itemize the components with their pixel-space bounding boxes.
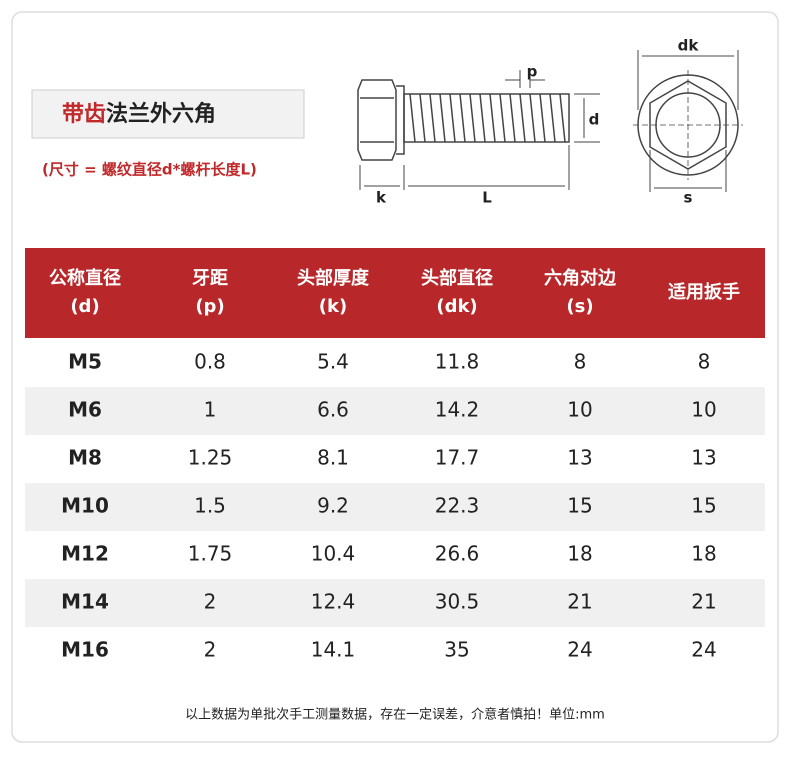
column-header: 六角对边 — [544, 267, 617, 289]
cell: 21 — [691, 590, 716, 614]
column-header: (p) — [195, 296, 224, 317]
row-label: M6 — [68, 398, 102, 422]
cell: 18 — [691, 542, 716, 566]
cell: 10 — [567, 398, 592, 422]
column-header: (d) — [70, 296, 99, 317]
subtitle: (尺寸 = 螺纹直径d*螺杆长度L) — [42, 161, 257, 179]
column-header: (k) — [319, 296, 347, 317]
cell: 1 — [204, 398, 217, 422]
cell: 13 — [567, 446, 592, 470]
cell: 11.8 — [435, 350, 480, 374]
cell: 0.8 — [194, 350, 226, 374]
cell: 24 — [691, 638, 716, 662]
front-view — [633, 50, 743, 192]
cell: 17.7 — [435, 446, 480, 470]
cell: 1.25 — [188, 446, 233, 470]
title: 带齿法兰外六角 — [62, 101, 216, 127]
cell: 21 — [567, 590, 592, 614]
label-p: p — [527, 63, 538, 81]
cell: 1.75 — [188, 542, 233, 566]
row-label: M5 — [68, 350, 102, 374]
cell: 18 — [567, 542, 592, 566]
title-highlight: 带齿 — [62, 101, 106, 127]
cell: 22.3 — [435, 494, 480, 518]
cell: 13 — [691, 446, 716, 470]
cell: 5.4 — [317, 350, 349, 374]
column-header: 头部厚度 — [297, 267, 370, 289]
cell: 9.2 — [317, 494, 349, 518]
cell: 6.6 — [317, 398, 349, 422]
title-box — [31, 89, 305, 139]
cell: 10.4 — [311, 542, 356, 566]
row-label: M12 — [61, 542, 109, 566]
footer-note: 以上数据为单批次手工测量数据，存在一定误差，介意者慎拍！单位:mm — [185, 707, 605, 723]
cell: 14.2 — [435, 398, 480, 422]
cell: 2 — [204, 638, 217, 662]
cell: 2 — [204, 590, 217, 614]
cell: 1.5 — [194, 494, 226, 518]
cell: 26.6 — [435, 542, 480, 566]
cell: 15 — [567, 494, 592, 518]
side-view — [357, 70, 600, 190]
title-rest: 法兰外六角 — [106, 101, 216, 127]
row-label: M16 — [61, 638, 109, 662]
label-s: s — [684, 189, 693, 207]
row-label: M14 — [61, 590, 109, 614]
cell: 8 — [698, 350, 711, 374]
card — [11, 11, 779, 743]
column-header: 头部直径 — [421, 267, 493, 289]
column-header: 公称直径 — [49, 267, 121, 289]
cell: 10 — [691, 398, 716, 422]
cell: 14.1 — [311, 638, 356, 662]
row-label: M8 — [68, 446, 102, 470]
cell: 12.4 — [311, 590, 356, 614]
table-header — [25, 248, 765, 338]
column-header: (dk) — [436, 296, 477, 317]
cell: 15 — [691, 494, 716, 518]
label-d: d — [589, 111, 600, 129]
label-dk: dk — [678, 37, 700, 55]
row-background — [25, 483, 765, 531]
cell: 30.5 — [435, 590, 480, 614]
row-label: M10 — [61, 494, 109, 518]
cell: 35 — [444, 638, 469, 662]
table: 公称直径 (d) 牙距 (p) 头部厚度 (k) 头部直径 (dk) 六角对边 (s) 适用扳手 M5… — [25, 267, 765, 662]
label-L: L — [482, 189, 492, 207]
cell: 8.1 — [317, 446, 349, 470]
column-header: 牙距 — [192, 268, 228, 289]
cell: 8 — [574, 350, 587, 374]
column-header: 适用扳手 — [668, 281, 740, 303]
column-header: (s) — [566, 296, 593, 317]
cell: 24 — [567, 638, 592, 662]
row-background — [25, 387, 765, 435]
row-background — [25, 579, 765, 627]
label-k: k — [376, 189, 387, 207]
